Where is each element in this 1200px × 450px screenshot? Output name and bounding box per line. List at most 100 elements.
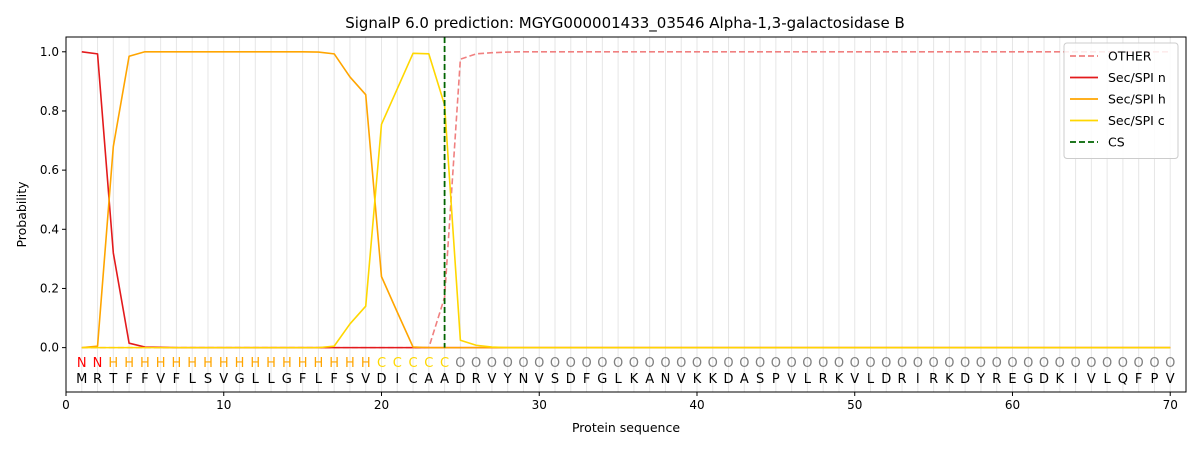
residue-label: Q <box>1118 372 1128 387</box>
y-tick-label: 0.4 <box>40 222 59 236</box>
residue-label: F <box>583 372 590 387</box>
residue-label: D <box>566 372 576 387</box>
residue-label: K <box>630 372 639 387</box>
residue-label: D <box>881 372 891 387</box>
residue-label: N <box>661 372 671 387</box>
residue-label: F <box>125 372 132 387</box>
region-label: O <box>928 356 938 371</box>
region-label: C <box>440 356 449 371</box>
plot-frame <box>65 36 1187 393</box>
region-label: O <box>581 356 591 371</box>
axis-ticks: 0 10 20 30 40 50 60 70 0.0 0.2 0.4 0.6 0.8 1.0 <box>40 45 1178 412</box>
residue-label: V <box>850 372 859 387</box>
region-label: O <box>992 356 1002 371</box>
x-tick-label: 30 <box>532 398 547 412</box>
region-label: H <box>124 356 134 371</box>
residue-label: L <box>804 372 812 387</box>
region-label: O <box>645 356 655 371</box>
residue-label: V <box>1166 372 1175 387</box>
y-tick-label: 0.0 <box>40 341 59 355</box>
residue-label: K <box>708 372 717 387</box>
y-tick-label: 1.0 <box>40 45 59 59</box>
region-label: O <box>455 356 465 371</box>
region-label: O <box>534 356 544 371</box>
residue-label: G <box>1023 372 1033 387</box>
residue-label: M <box>76 372 87 387</box>
residue-label: L <box>614 372 622 387</box>
residue-label: L <box>252 372 260 387</box>
residue-label: D <box>724 372 734 387</box>
region-label: O <box>787 356 797 371</box>
x-tick-label: 50 <box>847 398 862 412</box>
region-label: O <box>976 356 986 371</box>
residue-label: Y <box>976 372 985 387</box>
residue-label: N <box>519 372 529 387</box>
residue-label: Y <box>503 372 512 387</box>
region-label: O <box>613 356 623 371</box>
region-label: O <box>739 356 749 371</box>
residue-label: V <box>1087 372 1096 387</box>
residue-label: K <box>835 372 844 387</box>
residue-label: A <box>645 372 654 387</box>
region-label: H <box>203 356 213 371</box>
chart-title: SignalP 6.0 prediction: MGYG000001433_03… <box>345 14 905 33</box>
region-label: O <box>660 356 670 371</box>
x-tick-label: 0 <box>62 398 70 412</box>
legend-label: Sec/SPI n <box>1108 70 1166 85</box>
x-tick-label: 10 <box>216 398 231 412</box>
region-label: C <box>409 356 418 371</box>
residue-label: F <box>141 372 148 387</box>
residue-label: L <box>189 372 197 387</box>
region-label: H <box>298 356 308 371</box>
region-label: O <box>1039 356 1049 371</box>
region-label: O <box>629 356 639 371</box>
region-label: O <box>676 356 686 371</box>
residue-label: S <box>756 372 764 387</box>
y-tick-label: 0.8 <box>40 104 59 118</box>
region-label: O <box>518 356 528 371</box>
residue-label: L <box>1104 372 1112 387</box>
residue-label: F <box>299 372 306 387</box>
region-label: O <box>1134 356 1144 371</box>
residue-label: K <box>1056 372 1065 387</box>
region-label: H <box>314 356 324 371</box>
region-label: H <box>282 356 292 371</box>
region-label: H <box>235 356 245 371</box>
series-line-1 <box>81 50 1171 349</box>
region-label: O <box>692 356 702 371</box>
residue-label: I <box>395 372 399 387</box>
region-label: O <box>1023 356 1033 371</box>
residue-label: R <box>472 372 481 387</box>
region-label: O <box>771 356 781 371</box>
residue-label: S <box>346 372 354 387</box>
region-label: H <box>140 356 150 371</box>
region-label: O <box>818 356 828 371</box>
residue-label: A <box>440 372 449 387</box>
residue-label: L <box>267 372 275 387</box>
residue-label: R <box>819 372 828 387</box>
legend-label: OTHER <box>1108 49 1152 64</box>
residue-label: I <box>916 372 920 387</box>
residue-label: V <box>787 372 796 387</box>
y-axis-label: Probability <box>14 181 29 248</box>
region-label: O <box>913 356 923 371</box>
legend: OTHER Sec/SPI n Sec/SPI h Sec/SPI c CS <box>1063 42 1179 159</box>
region-label: O <box>944 356 954 371</box>
series-lines <box>81 50 1171 349</box>
region-label: N <box>77 356 87 371</box>
residue-label: D <box>960 372 970 387</box>
legend-box <box>1063 42 1179 159</box>
residue-label: P <box>1151 372 1159 387</box>
region-label: O <box>960 356 970 371</box>
legend-label: CS <box>1108 135 1125 150</box>
region-label: O <box>755 356 765 371</box>
region-label: N <box>93 356 103 371</box>
residue-label: S <box>551 372 559 387</box>
residue-label: P <box>772 372 780 387</box>
residue-label: E <box>1008 372 1016 387</box>
x-tick-label: 70 <box>1163 398 1178 412</box>
region-label: O <box>1055 356 1065 371</box>
region-label: O <box>487 356 497 371</box>
residue-label: V <box>361 372 370 387</box>
